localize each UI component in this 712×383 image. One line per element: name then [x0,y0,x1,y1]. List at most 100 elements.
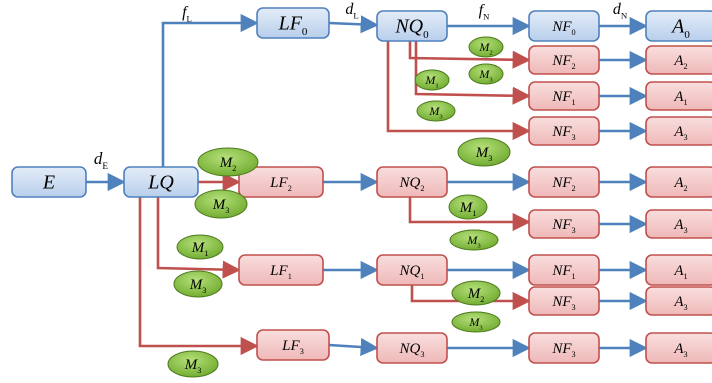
node-label-nq1-main: NQ [399,263,421,279]
node-label-a3c-main: A [673,294,684,310]
node-label-nf2b-main: NF [551,175,572,191]
module-ellipse [176,234,224,260]
module-label-m-nq2-3-main: M [466,233,478,247]
module-m-nq0-3c: M3 [457,137,511,167]
module-label-m-nq0-3b: M3 [428,104,443,120]
module-label-m-lq-2-sub: 2 [232,164,236,173]
node-box-nf0 [528,10,600,42]
module-m-lq-3: M3 [194,189,248,219]
node-label-nq0: NQ0 [394,16,429,42]
edge-label-fl-main: f [182,4,189,21]
module-label-m-nq0-3-main: M [478,67,490,81]
node-label-lf1-main: LF [269,263,288,279]
node-nq3: NQ3 [376,332,448,364]
node-label-a1b: A1 [673,263,687,281]
node-box-a3d [645,332,712,364]
node-label-a3d-sub: 3 [684,350,688,359]
node-label-nf2a-main: NF [551,53,572,69]
module-label-m-nq1-2-main: M [467,286,482,302]
node-a3c: A3 [645,286,712,316]
node-label-a3a-sub: 3 [684,133,688,142]
node-label-nq0-sub: 0 [423,29,429,41]
module-ellipse [194,189,248,219]
module-label-m-nq1-3: M3 [468,315,483,331]
edge-label-de: dE [94,149,109,172]
node-lf1: LF1 [238,254,324,286]
node-nf3c: NF3 [528,286,600,316]
module-m-nq2-1: M1 [448,194,488,220]
node-nf2b: NF2 [528,166,600,198]
node-box-a1a [645,81,712,111]
edge-label-fn-sub: N [483,11,490,21]
edge-label-de-main: d [94,149,103,168]
node-box-nq2 [376,166,448,198]
node-nf3b: NF3 [528,209,600,239]
node-lf0: LF0 [256,7,330,39]
node-label-nf1a: NF1 [551,89,575,107]
node-label-nf1a-main: NF [551,89,572,105]
node-a1a: A1 [645,81,712,111]
edge-label-fn: fN [479,2,490,21]
node-label-a2b-sub: 2 [684,184,688,193]
node-box-lf1 [238,254,324,286]
node-box-lq [123,166,199,198]
edge-7 [386,41,531,141]
module-m-lq-3b: M3 [173,270,223,298]
node-label-nf1a-sub: 1 [572,98,576,107]
node-box-nq3 [376,332,448,364]
module-label-m-nq2-3-sub: 3 [477,242,481,249]
node-label-nf0-sub: 0 [572,28,576,37]
node-label-a0-main: A [670,16,685,38]
node-label-nq2: NQ2 [399,175,425,193]
node-nf3d: NF3 [528,332,600,364]
module-m-nq2-3: M3 [449,229,499,251]
node-label-a3a-main: A [673,124,684,140]
node-a3d: A3 [645,332,712,364]
node-label-a3c: A3 [673,294,687,312]
node-lf3: LF3 [256,329,330,361]
node-label-a1b-main: A [673,263,684,279]
module-label-m-nq1-3-sub: 3 [479,324,483,331]
node-label-a1b-sub: 1 [684,272,688,281]
node-label-lf1: LF1 [269,263,292,281]
edge-label-dl: dL [345,1,358,20]
module-label-m-nq0-1: M1 [424,73,438,89]
module-label-m-lq-3b-sub: 3 [202,286,206,295]
edge-2 [328,15,379,34]
node-label-lq-main: LQ [147,172,174,194]
node-label-lf0: LF0 [278,13,308,39]
module-m-nq0-3: M3 [468,63,504,85]
node-nf0: NF0 [528,10,600,42]
node-box-lf0 [256,7,330,39]
module-m-nq1-3: M3 [451,311,501,333]
module-label-m-nq0-3-sub: 3 [489,76,493,83]
node-label-nf3a: NF3 [551,124,575,142]
module-label-m-lq-1-main: M [191,240,206,256]
node-box-nf1a [528,81,600,111]
node-label-nf3a-sub: 3 [572,133,576,142]
node-label-a3b: A3 [673,217,687,235]
module-label-m-nq0-2-sub: 2 [489,49,492,56]
node-label-nf3c-sub: 3 [572,303,576,312]
node-box-a3b [645,209,712,239]
module-label-m-lq-3c-main: M [184,357,199,373]
edge-label-fn-main: f [479,2,486,19]
node-nf3a: NF3 [528,116,600,146]
edge-label-dl-main: d [345,1,354,18]
node-label-nf2b: NF2 [551,175,575,193]
edge-label-dn-sub: N [621,10,628,20]
node-a1b: A1 [645,254,712,286]
module-label-m-nq0-1-sub: 1 [435,82,438,89]
node-label-nf1b-main: NF [551,263,572,279]
module-label-m-nq0-3: M3 [478,67,493,83]
node-label-nf0: NF0 [551,19,575,37]
module-label-m-lq-3b-main: M [189,277,204,293]
node-label-a1a-main: A [673,89,684,105]
node-label-nq1-sub: 1 [420,272,424,281]
module-m-lq-1: M1 [176,234,224,260]
node-label-lf0-main: LF [278,13,303,35]
